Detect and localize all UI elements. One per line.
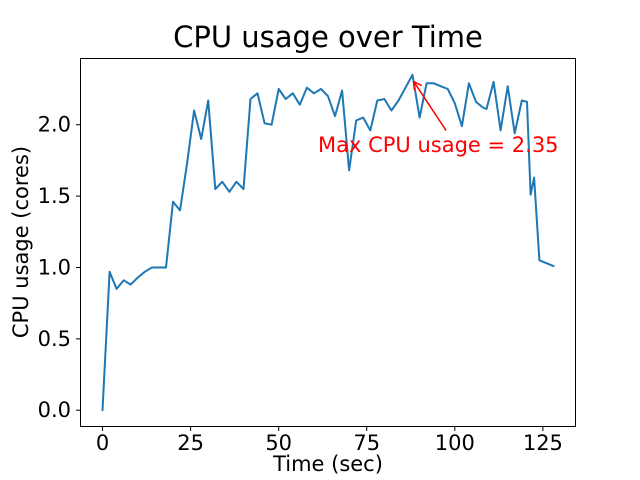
y-tick-label: 1.0 [38,255,71,279]
chart-title: CPU usage over Time [173,20,483,54]
plot-area [80,58,576,427]
x-tick-label: 75 [353,431,380,455]
x-axis-ticks: 0 25 50 75 100 125 [96,427,563,455]
y-tick-label: 2.0 [38,113,71,137]
cpu-usage-line [101,73,555,412]
x-tick-label: 25 [177,431,204,455]
y-tick-label: 1.5 [38,184,71,208]
y-axis-ticks: 0.0 0.5 1.0 1.5 2.0 [38,113,80,422]
max-annotation-label: Max CPU usage = 2.35 [318,133,559,157]
x-tick-label: 50 [265,431,292,455]
x-tick-label: 0 [96,431,109,455]
y-tick-label: 0.0 [38,398,71,422]
x-tick-label: 125 [523,431,563,455]
x-axis-label: Time (sec) [273,452,383,476]
x-tick-label: 100 [435,431,475,455]
annotation-arrow [414,82,447,131]
y-axis-label: CPU usage (cores) [9,145,33,339]
y-tick-label: 0.5 [38,327,71,351]
